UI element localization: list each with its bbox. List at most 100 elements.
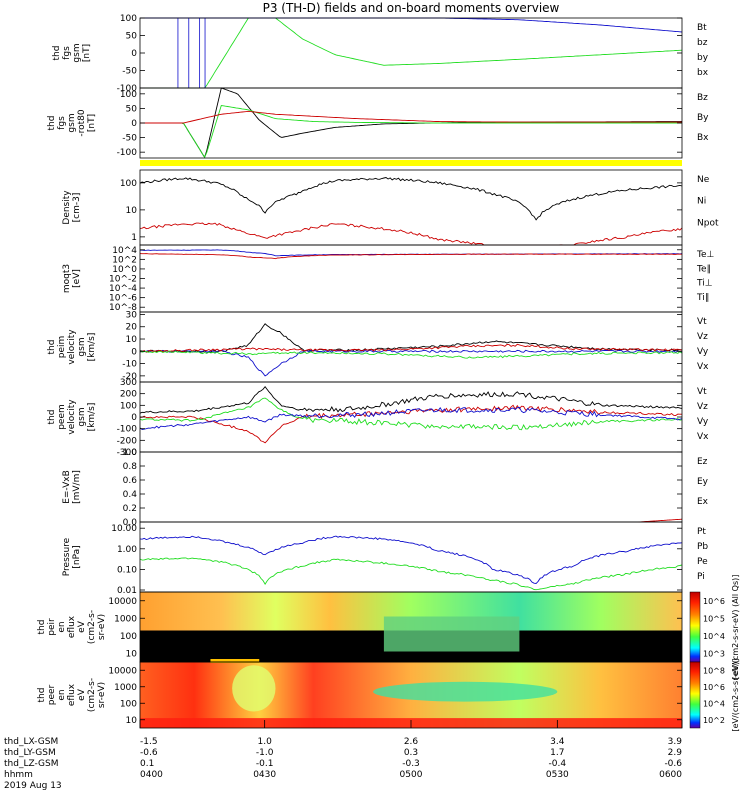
legend-entry: Ez	[697, 457, 708, 467]
y-tick-label: 10	[126, 206, 138, 216]
legend-entry: Pt	[697, 527, 706, 537]
y-tick-label: 10^-2	[109, 275, 137, 285]
y-tick-label: 0.10	[117, 565, 137, 575]
series-line-Vx	[139, 406, 683, 430]
y-axis-label-line: fgs	[62, 46, 72, 60]
y-axis-label: thd peir en eflux eV (cm2-s-sr-eV)	[37, 610, 107, 644]
y-axis-label-line: moqt3	[62, 264, 72, 293]
x-tick-label: 2.6	[404, 737, 419, 747]
y-tick-label: 10^-6	[109, 294, 137, 304]
colorbar-tick-label: 10^3	[703, 649, 725, 658]
y-axis-label-line: [nT]	[87, 114, 97, 132]
y-axis-label-line: peer	[47, 684, 57, 705]
y-axis-label-line: en	[57, 689, 67, 700]
y-axis-label-line: E=-VxB	[62, 470, 72, 504]
y-tick-label: 100	[120, 699, 137, 709]
y-axis-label-line: thd	[37, 620, 47, 635]
x-tick-label: -0.6	[664, 759, 682, 769]
series-line-Vz	[139, 343, 683, 353]
y-axis-label-line: [nT]	[82, 44, 92, 62]
y-axis-label-line: eflux	[67, 615, 77, 638]
series-line-Pe	[139, 557, 683, 591]
y-tick-label: -300	[117, 448, 138, 458]
y-axis-label-line: velocity	[67, 399, 77, 435]
legend-entry: Pi	[697, 572, 705, 582]
y-tick-label: 100	[120, 90, 137, 100]
y-tick-label: -20	[122, 372, 137, 382]
y-tick-label: 10000	[108, 597, 137, 607]
y-axis-label: moqt3 [eV]	[62, 264, 82, 293]
y-tick-label: 0	[131, 347, 137, 357]
y-axis-label-line: eV	[77, 688, 87, 701]
legend-entry: Vy	[697, 347, 709, 357]
y-tick-label: 300	[120, 378, 137, 388]
legend-entry: Te⊥	[696, 250, 715, 260]
y-tick-label: 10	[126, 716, 138, 726]
series-line-Ez	[638, 518, 682, 523]
x-tick-label: 1.7	[550, 748, 564, 758]
series-line-Ne	[139, 222, 683, 246]
y-axis-label-line: thd	[47, 410, 57, 425]
y-axis-label-line: velocity	[67, 329, 77, 365]
y-tick-label: 1000	[114, 614, 137, 624]
legend-entry: Bt	[697, 23, 707, 33]
colorbar	[689, 661, 701, 729]
y-tick-label: 10000	[108, 666, 137, 676]
y-axis-label-line: Pressure	[62, 537, 72, 576]
colorbar-label: [eV/(cm2-s-sr-eV) (All Qs)]	[731, 575, 740, 680]
y-tick-label: 0.2	[123, 504, 137, 514]
y-tick-label: 1.00	[117, 545, 137, 555]
series-line-by	[140, 17, 683, 89]
y-tick-label: 50	[126, 104, 138, 114]
y-tick-label: -50	[122, 67, 137, 77]
y-axis-label-line: fgs	[57, 116, 67, 130]
legend-entry: Vt	[697, 317, 707, 327]
y-axis-label-line: gsm	[67, 113, 77, 132]
panel-frame	[139, 521, 683, 593]
y-axis-label-line: peem	[57, 404, 67, 430]
legend-entry: Vz	[697, 402, 708, 412]
y-tick-label: 10.00	[111, 524, 137, 534]
y-tick-label: 100	[120, 14, 137, 24]
y-tick-label: 100	[120, 179, 137, 189]
y-axis-label-line: (cm2-s-	[87, 678, 97, 712]
legend-entry: Bx	[697, 133, 709, 143]
y-tick-label: 0.01	[117, 586, 137, 596]
y-axis-label-line: Density	[62, 190, 72, 225]
x-tick-label: 1.0	[257, 737, 272, 747]
series-line-Vy	[139, 350, 683, 359]
y-tick-label: 20	[126, 323, 138, 333]
x-tick-label: 2.9	[668, 748, 683, 758]
x-tick-label: 0400	[140, 770, 163, 780]
x-tick-label: -0.1	[256, 759, 274, 769]
y-tick-label: 1	[131, 233, 137, 243]
series-line-Bx	[140, 110, 682, 124]
y-axis-label: thd peim velocity gsm [km/s]	[47, 329, 97, 365]
x-tick-label: -0.3	[402, 759, 420, 769]
spectrogram-ion-patch	[383, 616, 520, 652]
y-axis-label-line: peir	[47, 618, 57, 636]
y-tick-label: 0.8	[123, 462, 138, 472]
y-axis-label-line: thd	[47, 116, 57, 131]
y-axis-label-line: [km/s]	[87, 333, 97, 362]
y-tick-label: -200	[117, 436, 138, 446]
colorbar-tick-label: 10^2	[703, 716, 725, 725]
y-tick-label: 200	[120, 390, 137, 400]
spectrogram-electron-burst	[232, 665, 276, 712]
legend-entry: Pb	[697, 542, 708, 552]
y-axis-label-line: gsm	[77, 407, 87, 426]
legend-entry: by	[697, 53, 709, 63]
y-tick-label: 10^-4	[109, 284, 137, 294]
y-axis-label-line: [mV/m]	[72, 470, 82, 504]
y-axis-label: thd fgs gsm -rot80 [nT]	[47, 109, 97, 137]
legend-entry: Ti⊥	[696, 279, 713, 289]
colorbar-label-text: [eV/(cm2-s-sr-eV) (All Qs)]	[731, 575, 740, 680]
legend-entry: Vy	[697, 417, 709, 427]
y-tick-label: 100	[120, 401, 137, 411]
x-tick-label: 0.3	[404, 748, 418, 758]
panel-frame	[139, 169, 683, 246]
legend-entry: Ne	[697, 175, 710, 185]
colorbar-tick-label: 10^6	[703, 683, 725, 692]
legend-entry: Vz	[697, 332, 708, 342]
